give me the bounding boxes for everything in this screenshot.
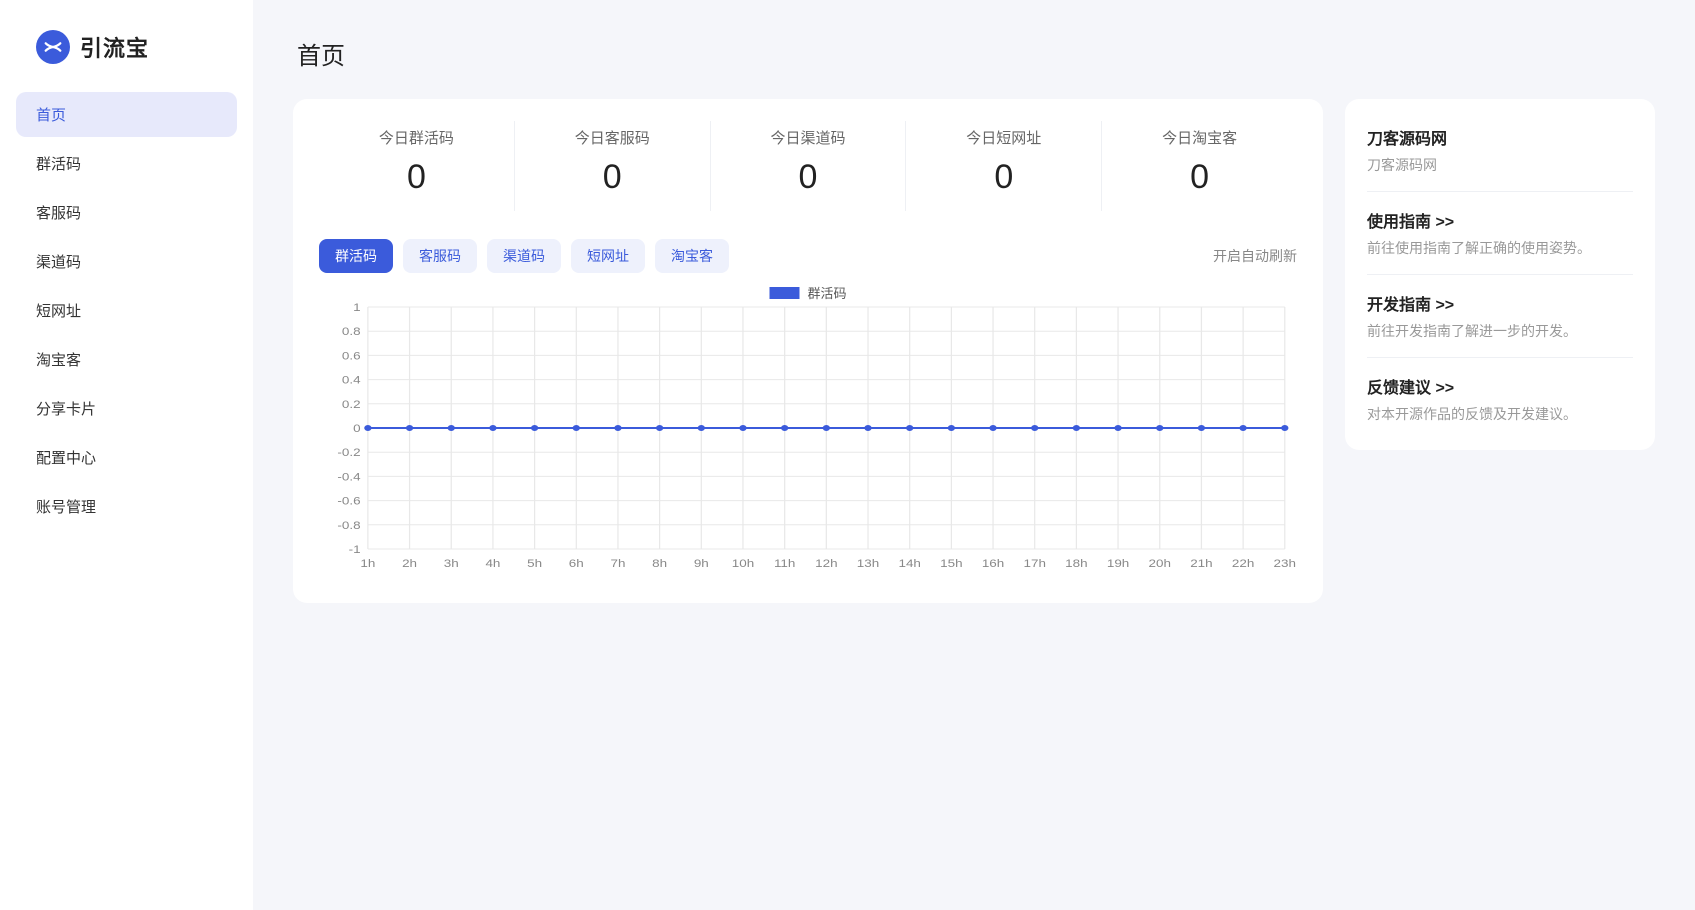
side-item-0[interactable]: 刀客源码网刀客源码网 xyxy=(1367,109,1633,192)
svg-text:9h: 9h xyxy=(694,557,709,570)
chart-tabs-row: 群活码客服码渠道码短网址淘宝客 开启自动刷新 xyxy=(319,239,1297,273)
svg-text:5h: 5h xyxy=(527,557,542,570)
side-item-desc: 前往开发指南了解进一步的开发。 xyxy=(1367,321,1633,341)
svg-text:-1: -1 xyxy=(349,543,361,556)
chart-tab-2[interactable]: 渠道码 xyxy=(487,239,561,273)
stat-label: 今日短网址 xyxy=(916,127,1091,148)
svg-text:4h: 4h xyxy=(485,557,500,570)
svg-text:0.2: 0.2 xyxy=(342,398,361,411)
sidebar-item-7[interactable]: 配置中心 xyxy=(16,435,237,480)
svg-text:21h: 21h xyxy=(1190,557,1213,570)
side-item-desc: 刀客源码网 xyxy=(1367,155,1633,175)
svg-text:-0.4: -0.4 xyxy=(337,471,360,484)
svg-text:16h: 16h xyxy=(982,557,1005,570)
stat-4: 今日淘宝客 0 xyxy=(1102,121,1297,211)
chart-tab-0[interactable]: 群活码 xyxy=(319,239,393,273)
side-item-3[interactable]: 反馈建议 >> 对本开源作品的反馈及开发建议。 xyxy=(1367,358,1633,440)
svg-text:17h: 17h xyxy=(1024,557,1047,570)
svg-text:12h: 12h xyxy=(815,557,838,570)
svg-text:23h: 23h xyxy=(1274,557,1297,570)
svg-text:7h: 7h xyxy=(610,557,625,570)
nav: 首页群活码客服码渠道码短网址淘宝客分享卡片配置中心账号管理 xyxy=(16,92,237,529)
app-name: 引流宝 xyxy=(80,31,149,63)
chart-legend: 群活码 xyxy=(769,283,846,302)
svg-text:0.6: 0.6 xyxy=(342,350,361,363)
stat-1: 今日客服码 0 xyxy=(515,121,711,211)
svg-text:1h: 1h xyxy=(360,557,375,570)
logo: 引流宝 xyxy=(16,24,237,92)
svg-text:13h: 13h xyxy=(857,557,880,570)
svg-text:14h: 14h xyxy=(898,557,921,570)
stat-value: 0 xyxy=(525,158,700,197)
legend-label: 群活码 xyxy=(807,283,846,302)
side-item-desc: 前往使用指南了解正确的使用姿势。 xyxy=(1367,238,1633,258)
stat-label: 今日渠道码 xyxy=(721,127,896,148)
svg-text:19h: 19h xyxy=(1107,557,1130,570)
chart-tab-3[interactable]: 短网址 xyxy=(571,239,645,273)
sidebar-item-1[interactable]: 群活码 xyxy=(16,141,237,186)
side-item-1[interactable]: 使用指南 >> 前往使用指南了解正确的使用姿势。 xyxy=(1367,192,1633,275)
stat-value: 0 xyxy=(1112,158,1287,197)
svg-text:0.8: 0.8 xyxy=(342,325,361,338)
svg-text:-0.8: -0.8 xyxy=(337,519,360,532)
stat-label: 今日群活码 xyxy=(329,127,504,148)
side-item-title: 反馈建议 >> xyxy=(1367,374,1633,398)
svg-text:-0.2: -0.2 xyxy=(337,446,360,459)
main: 首页 今日群活码0今日客服码0今日渠道码0今日短网址0今日淘宝客0 群活码客服码… xyxy=(253,0,1695,910)
stat-0: 今日群活码 0 xyxy=(319,121,515,211)
stat-label: 今日客服码 xyxy=(525,127,700,148)
svg-text:11h: 11h xyxy=(774,557,796,570)
sidebar-item-2[interactable]: 客服码 xyxy=(16,190,237,235)
stat-label: 今日淘宝客 xyxy=(1112,127,1287,148)
svg-text:18h: 18h xyxy=(1065,557,1088,570)
svg-text:-0.6: -0.6 xyxy=(337,495,360,508)
side-item-title: 使用指南 >> xyxy=(1367,208,1633,232)
svg-text:0: 0 xyxy=(353,422,361,435)
stats-chart-card: 今日群活码0今日客服码0今日渠道码0今日短网址0今日淘宝客0 群活码客服码渠道码… xyxy=(293,99,1323,603)
page-title: 首页 xyxy=(293,36,1655,71)
auto-refresh-toggle[interactable]: 开启自动刷新 xyxy=(1213,246,1297,266)
svg-text:15h: 15h xyxy=(940,557,963,570)
stats-row: 今日群活码 0 今日客服码 0 今日渠道码 0 今日短网址 0 今日淘宝客 0 xyxy=(319,121,1297,211)
svg-text:20h: 20h xyxy=(1149,557,1172,570)
stat-3: 今日短网址 0 xyxy=(906,121,1102,211)
svg-text:6h: 6h xyxy=(569,557,584,570)
sidebar-item-5[interactable]: 淘宝客 xyxy=(16,337,237,382)
svg-text:3h: 3h xyxy=(444,557,459,570)
svg-text:1: 1 xyxy=(353,301,361,314)
sidebar-item-8[interactable]: 账号管理 xyxy=(16,484,237,529)
sidebar-item-3[interactable]: 渠道码 xyxy=(16,239,237,284)
svg-text:8h: 8h xyxy=(652,557,667,570)
stat-value: 0 xyxy=(721,158,896,197)
svg-text:10h: 10h xyxy=(732,557,755,570)
svg-text:22h: 22h xyxy=(1232,557,1255,570)
sidebar: 引流宝 首页群活码客服码渠道码短网址淘宝客分享卡片配置中心账号管理 xyxy=(0,0,253,910)
side-item-2[interactable]: 开发指南 >> 前往开发指南了解进一步的开发。 xyxy=(1367,275,1633,358)
chart-tabs: 群活码客服码渠道码短网址淘宝客 xyxy=(319,239,729,273)
sidebar-item-4[interactable]: 短网址 xyxy=(16,288,237,333)
logo-icon xyxy=(36,30,70,64)
stat-value: 0 xyxy=(916,158,1091,197)
side-panel: 刀客源码网刀客源码网使用指南 >>前往使用指南了解正确的使用姿势。开发指南 >>… xyxy=(1345,99,1655,450)
stat-value: 0 xyxy=(329,158,504,197)
side-item-desc: 对本开源作品的反馈及开发建议。 xyxy=(1367,404,1633,424)
side-item-title: 刀客源码网 xyxy=(1367,125,1633,149)
svg-text:0.4: 0.4 xyxy=(342,374,361,387)
line-chart: 1 0.8 0.6 0.4 0.2 0 -0.2 -0.4 -0.6 -0.8 -11h 2h 3h 4h… xyxy=(319,283,1297,573)
side-item-title: 开发指南 >> xyxy=(1367,291,1633,315)
sidebar-item-6[interactable]: 分享卡片 xyxy=(16,386,237,431)
svg-text:2h: 2h xyxy=(402,557,417,570)
legend-swatch xyxy=(769,287,799,299)
stat-2: 今日渠道码 0 xyxy=(711,121,907,211)
sidebar-item-0[interactable]: 首页 xyxy=(16,92,237,137)
chart-tab-1[interactable]: 客服码 xyxy=(403,239,477,273)
chart-tab-4[interactable]: 淘宝客 xyxy=(655,239,729,273)
chart-container: 群活码 1 0.8 0.6 0.4 0.2 0 -0.2 -0.4 -0.6 -0.8 -11h 2h… xyxy=(319,283,1297,573)
